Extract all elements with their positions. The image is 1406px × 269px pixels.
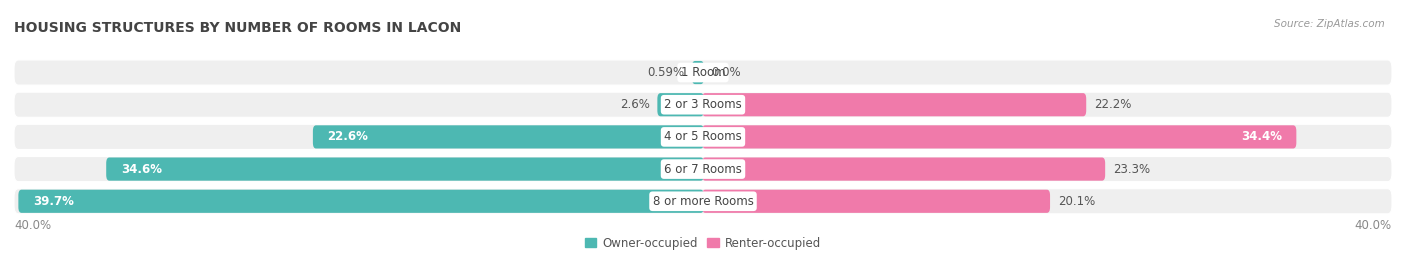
FancyBboxPatch shape (702, 125, 1296, 148)
FancyBboxPatch shape (14, 92, 1392, 117)
Text: 8 or more Rooms: 8 or more Rooms (652, 195, 754, 208)
Text: 34.6%: 34.6% (121, 162, 162, 176)
FancyBboxPatch shape (702, 93, 1087, 116)
Text: 20.1%: 20.1% (1057, 195, 1095, 208)
Text: Source: ZipAtlas.com: Source: ZipAtlas.com (1274, 19, 1385, 29)
FancyBboxPatch shape (18, 190, 704, 213)
FancyBboxPatch shape (702, 157, 1105, 181)
Text: 40.0%: 40.0% (14, 219, 51, 232)
Text: 1 Room: 1 Room (681, 66, 725, 79)
Text: 6 or 7 Rooms: 6 or 7 Rooms (664, 162, 742, 176)
Legend: Owner-occupied, Renter-occupied: Owner-occupied, Renter-occupied (579, 232, 827, 254)
FancyBboxPatch shape (14, 189, 1392, 214)
Text: 39.7%: 39.7% (32, 195, 75, 208)
FancyBboxPatch shape (14, 60, 1392, 85)
FancyBboxPatch shape (658, 93, 704, 116)
Text: 40.0%: 40.0% (1355, 219, 1392, 232)
FancyBboxPatch shape (702, 190, 1050, 213)
Text: 34.4%: 34.4% (1240, 130, 1282, 143)
FancyBboxPatch shape (314, 125, 704, 148)
Text: HOUSING STRUCTURES BY NUMBER OF ROOMS IN LACON: HOUSING STRUCTURES BY NUMBER OF ROOMS IN… (14, 21, 461, 35)
FancyBboxPatch shape (14, 157, 1392, 182)
Text: 4 or 5 Rooms: 4 or 5 Rooms (664, 130, 742, 143)
Text: 2.6%: 2.6% (620, 98, 650, 111)
Text: 22.2%: 22.2% (1094, 98, 1132, 111)
FancyBboxPatch shape (692, 61, 704, 84)
Text: 0.59%: 0.59% (647, 66, 685, 79)
FancyBboxPatch shape (107, 157, 704, 181)
FancyBboxPatch shape (14, 124, 1392, 150)
Text: 2 or 3 Rooms: 2 or 3 Rooms (664, 98, 742, 111)
Text: 23.3%: 23.3% (1114, 162, 1150, 176)
Text: 22.6%: 22.6% (328, 130, 368, 143)
Text: 0.0%: 0.0% (711, 66, 741, 79)
